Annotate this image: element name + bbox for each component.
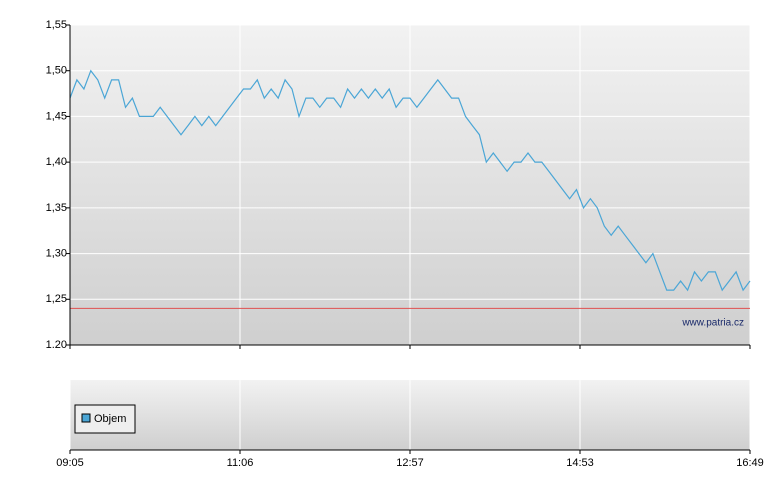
y-tick-label: 1,30 bbox=[46, 247, 67, 259]
y-tick-label: 1.20 bbox=[46, 339, 67, 351]
watermark: www.patria.cz bbox=[681, 318, 744, 329]
legend-swatch bbox=[81, 413, 91, 423]
y-tick-label: 1,35 bbox=[46, 202, 67, 214]
legend-label: Objem bbox=[94, 413, 126, 425]
x-tick-label: 14:53 bbox=[566, 457, 594, 469]
x-tick-label: 11:06 bbox=[227, 457, 254, 469]
price-line bbox=[69, 69, 751, 292]
y-tick-label: 1,25 bbox=[46, 293, 67, 305]
y-tick-label: 1,55 bbox=[46, 19, 67, 31]
x-tick-label: 09:05 bbox=[56, 457, 84, 469]
x-tick-label: 16:49 bbox=[736, 457, 764, 469]
y-tick-label: 1,50 bbox=[46, 65, 67, 77]
x-tick-label: 12:57 bbox=[396, 457, 424, 469]
y-tick-label: 1,45 bbox=[46, 110, 67, 122]
y-tick-label: 1,40 bbox=[46, 156, 67, 168]
